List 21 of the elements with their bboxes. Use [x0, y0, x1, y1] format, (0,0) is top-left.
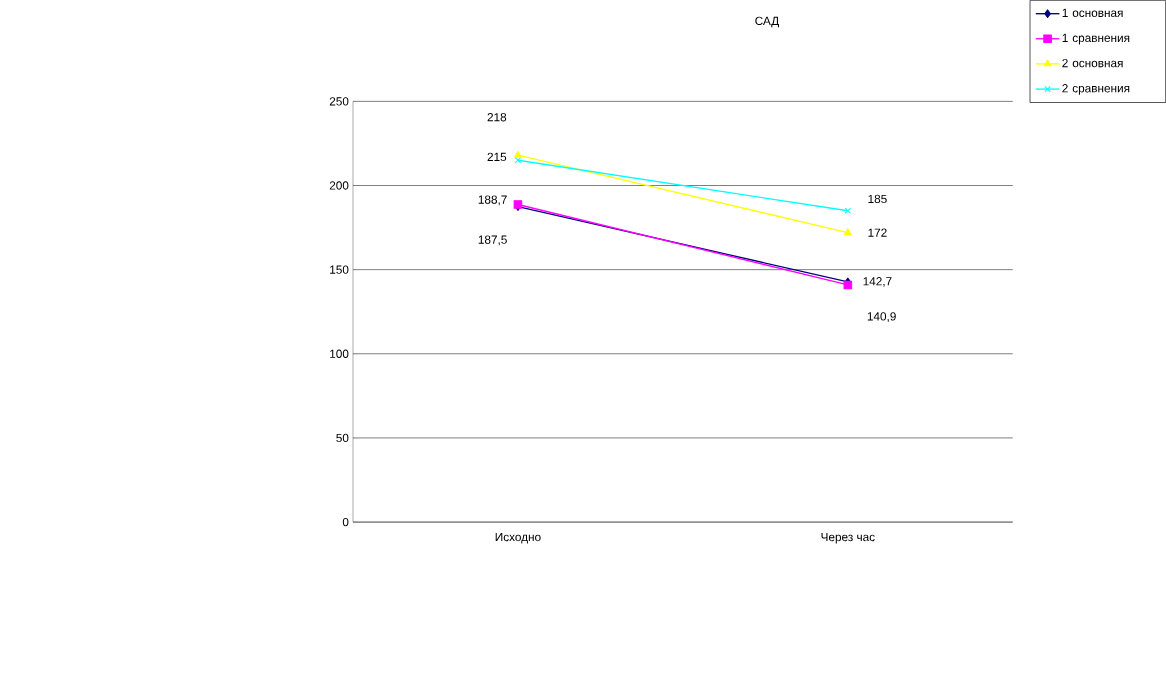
data-label: 142,7 [863, 276, 892, 287]
x-tick-label: Исходно [495, 532, 541, 544]
y-tick-label: 50 [336, 433, 349, 442]
data-label: 188,7 [478, 195, 507, 206]
x-tick-label: Через час [821, 532, 875, 544]
y-tick-label: 150 [330, 265, 349, 274]
y-tick-label: 200 [329, 181, 349, 190]
chart-title: САД [755, 16, 779, 28]
y-tick-label: 0 [342, 517, 349, 527]
data-label: 215 [487, 152, 507, 161]
data-label: 140,9 [867, 312, 896, 322]
data-label: 172 [868, 228, 887, 237]
y-tick-label: 100 [330, 349, 349, 358]
data-label: 218 [487, 112, 507, 122]
legend-label: 2 сравнения [1062, 83, 1130, 95]
data-label: 185 [868, 194, 887, 203]
legend-label: 1 сравнения [1062, 33, 1130, 45]
data-label: 187,5 [478, 235, 507, 246]
legend-label: 2 основная [1062, 58, 1123, 68]
y-tick-label: 250 [329, 97, 349, 106]
legend-label: 1 основная [1062, 8, 1123, 17]
